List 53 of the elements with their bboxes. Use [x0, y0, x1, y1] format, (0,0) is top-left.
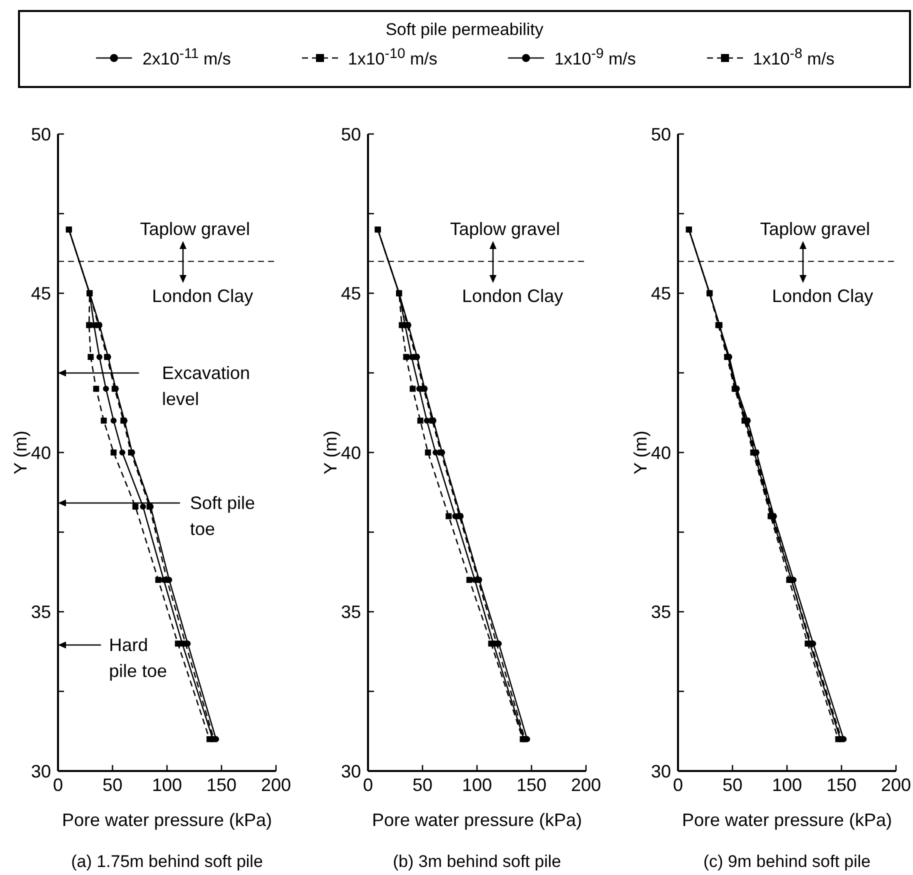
x-axis-title: Pore water pressure (kPa) [370, 810, 584, 831]
x-tick-label: 150 [826, 775, 857, 795]
y-tick-label: 45 [340, 284, 361, 304]
y-tick-label: 50 [650, 124, 671, 144]
y-axis-title: Y (m) [630, 430, 651, 474]
x-tick-label: 50 [722, 775, 743, 795]
y-tick-label: 45 [650, 284, 671, 304]
y-tick-label: 40 [30, 442, 51, 463]
y-tick-label: 30 [340, 761, 361, 782]
y-tick-label: 35 [30, 602, 51, 622]
y-tick-label: 45 [30, 284, 51, 304]
x-tick-label: 100 [152, 775, 182, 795]
x-tick-label: 200 [570, 775, 602, 795]
annotation: Excavation level [162, 362, 252, 411]
y-tick-label: 50 [30, 124, 51, 144]
y-tick-label: 40 [340, 442, 361, 463]
annotation: London Clay [462, 285, 564, 307]
x-tick-label: 50 [102, 775, 123, 795]
x-tick-label: 150 [516, 775, 547, 795]
x-tick-label: 50 [412, 775, 433, 795]
x-axis-title: Pore water pressure (kPa) [60, 810, 274, 831]
y-axis-title: Y (m) [320, 430, 341, 474]
y-tick-label: 35 [650, 602, 671, 622]
annotation: Taplow gravel [140, 218, 250, 240]
annotation: Hard pile toe [109, 634, 168, 683]
x-tick-label: 150 [206, 775, 237, 795]
annotation: Soft pile toe [190, 492, 256, 541]
x-tick-label: 200 [260, 775, 292, 795]
annotation: Taplow gravel [450, 218, 560, 240]
legend-label: 1x10$^{-10}$ m/s [348, 46, 438, 70]
legend-label: 2x10$^{-11}$ m/s [142, 46, 231, 70]
annotation: London Clay [772, 285, 874, 307]
x-tick-label: 0 [52, 775, 64, 795]
text: (c) 9m behind soft pile [702, 852, 872, 872]
y-tick-label: 30 [650, 761, 671, 782]
legend-label: 1x10$^{-9}$ m/s [554, 46, 636, 70]
x-tick-label: 0 [362, 775, 374, 795]
legend-label: 1x10$^{-8}$ m/s [752, 46, 834, 70]
legend-title: Soft pile permeability [384, 20, 544, 40]
y-axis-title: Y (m) [10, 430, 31, 474]
y-tick-label: 30 [30, 761, 51, 782]
text: (a) 1.75m behind soft pile [70, 852, 264, 872]
x-tick-label: 0 [672, 775, 684, 795]
x-axis-title: Pore water pressure (kPa) [680, 810, 894, 831]
x-tick-label: 200 [880, 775, 912, 795]
y-tick-label: 35 [340, 602, 361, 622]
text: (b) 3m behind soft pile [392, 852, 562, 872]
annotation: Taplow gravel [760, 218, 870, 240]
x-tick-label: 100 [462, 775, 492, 795]
y-tick-label: 50 [340, 124, 361, 144]
y-tick-label: 40 [650, 442, 671, 463]
x-tick-label: 100 [772, 775, 802, 795]
annotation: London Clay [152, 285, 254, 307]
